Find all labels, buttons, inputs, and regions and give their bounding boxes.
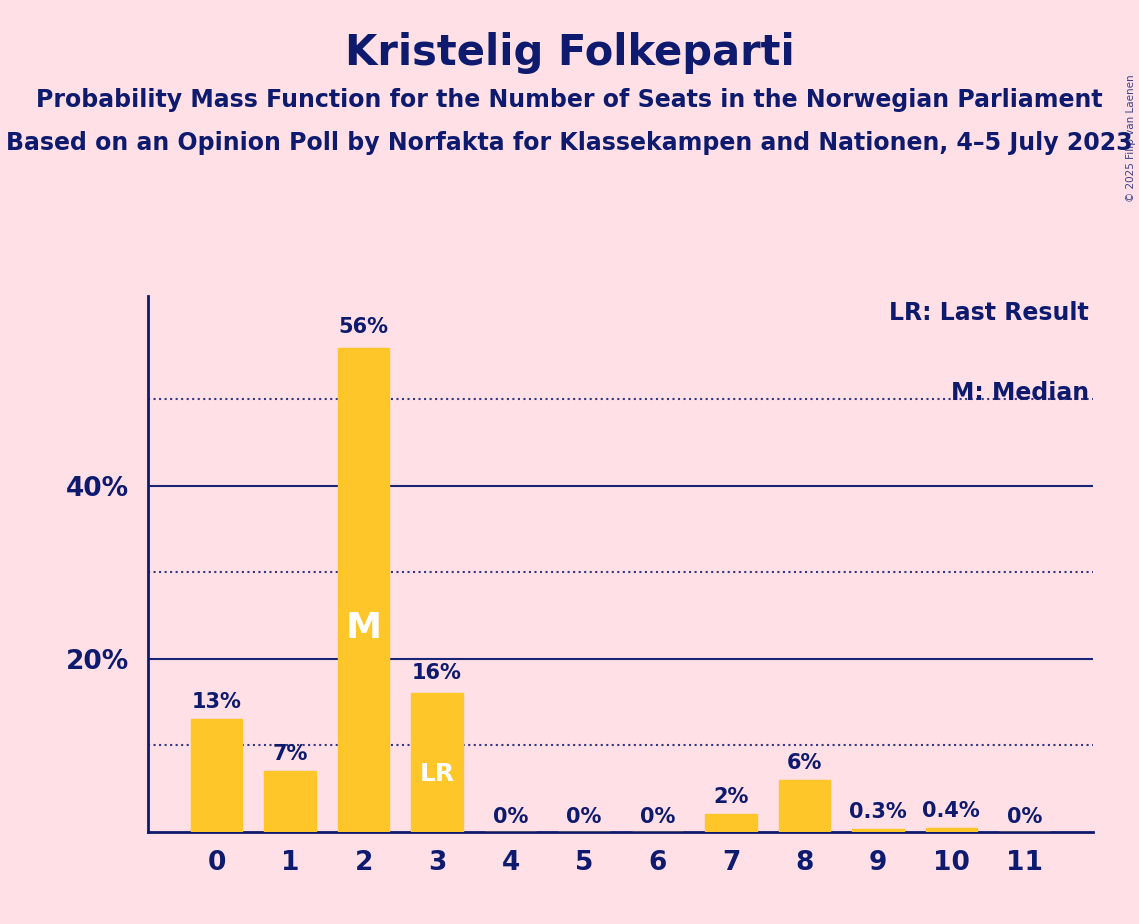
Text: 0%: 0% — [640, 808, 675, 827]
Bar — [191, 719, 243, 832]
Text: Kristelig Folkeparti: Kristelig Folkeparti — [345, 32, 794, 74]
Bar — [779, 780, 830, 832]
Bar — [411, 693, 462, 832]
Text: 0.4%: 0.4% — [923, 801, 981, 821]
Text: © 2025 Filip van Laenen: © 2025 Filip van Laenen — [1126, 74, 1136, 201]
Text: 2%: 2% — [713, 787, 748, 808]
Text: 16%: 16% — [412, 663, 462, 683]
Text: Probability Mass Function for the Number of Seats in the Norwegian Parliament: Probability Mass Function for the Number… — [36, 88, 1103, 112]
Text: Based on an Opinion Poll by Norfakta for Klassekampen and Nationen, 4–5 July 202: Based on an Opinion Poll by Norfakta for… — [6, 131, 1133, 155]
Bar — [338, 347, 390, 832]
Text: 0.3%: 0.3% — [849, 802, 907, 822]
Text: 0%: 0% — [566, 808, 601, 827]
Text: 13%: 13% — [191, 692, 241, 712]
Text: M: M — [345, 612, 382, 645]
Text: LR: Last Result: LR: Last Result — [888, 301, 1089, 325]
Bar — [705, 814, 756, 832]
Bar — [264, 772, 316, 832]
Text: 6%: 6% — [787, 753, 822, 772]
Text: M: Median: M: Median — [951, 382, 1089, 406]
Text: 0%: 0% — [493, 808, 528, 827]
Bar — [852, 829, 903, 832]
Bar — [926, 828, 977, 832]
Text: LR: LR — [419, 761, 454, 785]
Text: 7%: 7% — [272, 744, 308, 764]
Text: 56%: 56% — [338, 317, 388, 337]
Text: 0%: 0% — [1007, 808, 1042, 827]
